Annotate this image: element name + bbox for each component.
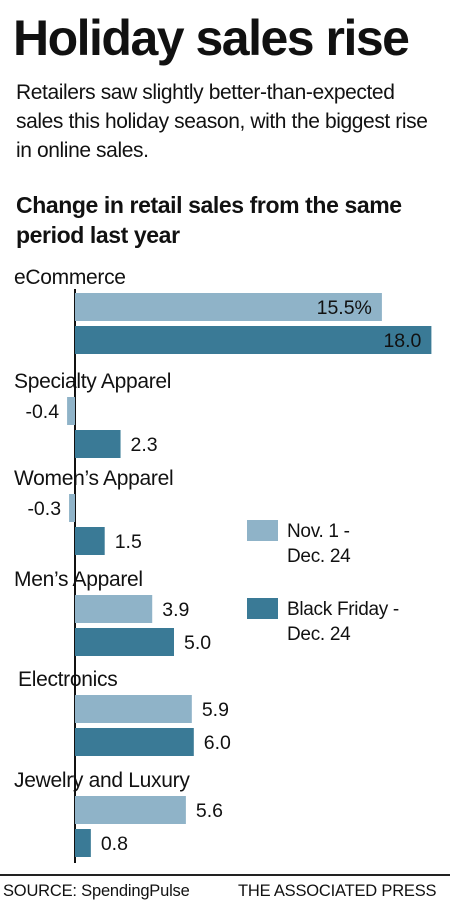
bar-series-2 <box>75 527 105 555</box>
data-label-series-1: 3.9 <box>162 599 189 621</box>
data-label-series-2: 18.0 <box>383 330 421 352</box>
category-label: Men’s Apparel <box>14 568 143 591</box>
data-label-series-1: 5.6 <box>196 800 223 822</box>
category-label: eCommerce <box>14 266 126 289</box>
bar-series-1 <box>69 494 75 522</box>
footer-source: SOURCE: SpendingPulse <box>3 882 190 900</box>
legend-label-series-1: Nov. 1 - Dec. 24 <box>287 519 351 569</box>
bar-series-1 <box>75 595 153 623</box>
legend-swatch-series-2 <box>247 598 278 619</box>
chart-subtitle: Retailers saw slightly better-than-expec… <box>16 81 428 162</box>
bar-series-1 <box>75 796 186 824</box>
data-label-series-2: 5.0 <box>184 632 211 654</box>
data-label-series-1: 15.5% <box>317 297 372 319</box>
data-label-series-2: 2.3 <box>131 434 158 456</box>
chart-title-main: Holiday sales rise <box>13 10 410 66</box>
legend-label-series-2-line1: Black Friday - <box>287 599 399 620</box>
legend-label-series-2: Black Friday - Dec. 24 <box>287 597 399 647</box>
data-label-series-1: -0.3 <box>27 498 61 520</box>
bar-series-2 <box>75 430 121 458</box>
bar-series-1 <box>75 695 192 723</box>
category-label: Electronics <box>18 668 117 691</box>
bar-series-2 <box>75 829 91 857</box>
category-label: Jewelry and Luxury <box>14 769 190 792</box>
bar-series-1 <box>67 397 75 425</box>
legend-label-series-2-line2: Dec. 24 <box>287 624 351 645</box>
data-label-series-1: -0.4 <box>25 401 59 423</box>
bar-series-1 <box>75 293 382 321</box>
chart-heading: Change in retail sales from the same per… <box>16 192 402 248</box>
bar-series-2 <box>75 728 194 756</box>
legend-swatch-series-1 <box>247 520 278 541</box>
bar-series-2 <box>75 628 174 656</box>
legend-label-series-1-line1: Nov. 1 - <box>287 521 350 542</box>
bar-series-2 <box>75 326 432 354</box>
category-label: Women’s Apparel <box>14 467 173 490</box>
data-label-series-1: 5.9 <box>202 699 229 721</box>
legend-label-series-1-line2: Dec. 24 <box>287 546 351 567</box>
category-label: Specialty Apparel <box>14 370 171 393</box>
footer-rule <box>0 874 450 876</box>
data-label-series-2: 6.0 <box>204 732 231 754</box>
data-label-series-2: 0.8 <box>101 833 128 855</box>
footer: SOURCE: SpendingPulse THE ASSOCIATED PRE… <box>3 880 448 902</box>
bar-chart: eCommerce 15.5% 18.0 Specialty Apparel -0.4 2… <box>14 266 432 863</box>
data-label-series-2: 1.5 <box>115 531 142 553</box>
footer-credit: THE ASSOCIATED PRESS <box>238 882 437 900</box>
